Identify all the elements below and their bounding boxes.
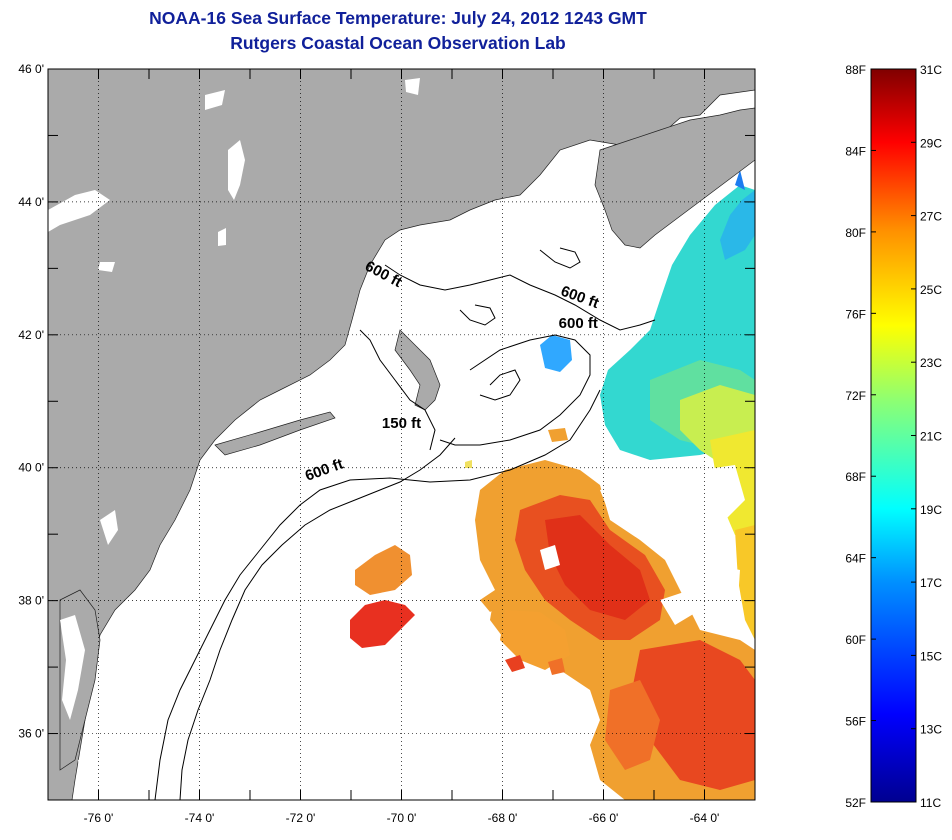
colorbar-celsius-labels: 31C 29C 27C 25C 23C 21C 19C 17C 15C 13C 11C xyxy=(911,63,942,810)
colorbar-fahrenheit-labels: 88F 84F 80F 76F 72F 68F 64F 60F 56F 52F xyxy=(845,63,876,810)
colorbar-c-label: 29C xyxy=(920,136,942,150)
contour-label: 150 ft xyxy=(382,415,421,432)
contour-600ft-outer xyxy=(154,389,601,800)
longitude-labels: -76 0' -74 0' -72 0' -70 0' -68 0' -66 0' -64 … xyxy=(84,811,720,825)
lat-tick-label: 36 0' xyxy=(18,727,44,741)
colorbar-c-label: 23C xyxy=(920,356,942,370)
lat-tick-label: 44 0' xyxy=(18,195,44,209)
title-line-2: Rutgers Coastal Ocean Observation Lab xyxy=(230,33,566,53)
colorbar-f-label: 52F xyxy=(845,796,866,810)
latitude-labels: 46 0' 44 0' 42 0' 40 0' 38 0' 36 0' xyxy=(18,62,44,741)
colorbar-f-label: 64F xyxy=(845,552,866,566)
colorbar-f-label: 80F xyxy=(845,226,866,240)
map-title: NOAA-16 Sea Surface Temperature: July 24… xyxy=(0,6,796,56)
colorbar-c-label: 15C xyxy=(920,649,942,663)
lat-tick-label: 46 0' xyxy=(18,62,44,76)
lon-tick-label: -68 0' xyxy=(488,811,518,825)
title-line-1: NOAA-16 Sea Surface Temperature: July 24… xyxy=(149,8,647,28)
lat-tick-label: 40 0' xyxy=(18,461,44,475)
nova-scotia xyxy=(594,107,755,249)
colorbar-gradient xyxy=(870,68,917,803)
lon-tick-label: -66 0' xyxy=(589,811,619,825)
colorbar-f-label: 84F xyxy=(845,144,866,158)
colorbar-c-label: 31C xyxy=(920,63,942,77)
colorbar-f-label: 56F xyxy=(845,715,866,729)
bathymetry-contours xyxy=(154,247,656,800)
lon-tick-label: -74 0' xyxy=(185,811,215,825)
lon-tick-label: -64 0' xyxy=(690,811,720,825)
lon-tick-label: -70 0' xyxy=(387,811,417,825)
colorbar-c-label: 13C xyxy=(920,723,942,737)
lat-tick-label: 38 0' xyxy=(18,594,44,608)
sst-data-layer xyxy=(350,170,755,800)
colorbar-c-label: 25C xyxy=(920,283,942,297)
lat-tick-label: 42 0' xyxy=(18,328,44,342)
colorbar-c-label: 19C xyxy=(920,503,942,517)
colorbar-f-label: 76F xyxy=(845,307,866,321)
colorbar-f-label: 72F xyxy=(845,389,866,403)
tick-marks xyxy=(47,68,756,801)
long-island xyxy=(214,411,336,456)
colorbar-c-label: 17C xyxy=(920,576,942,590)
land-layer xyxy=(48,69,755,800)
lon-tick-label: -72 0' xyxy=(286,811,316,825)
colorbar: 88F 84F 80F 76F 72F 68F 64F 60F 56F 52F 31C 29C 27C… xyxy=(845,63,942,810)
colorbar-c-label: 11C xyxy=(920,796,941,810)
colorbar-c-label: 27C xyxy=(920,210,942,224)
colorbar-c-label: 21C xyxy=(920,430,942,444)
contour-label: 600 ft xyxy=(559,315,598,332)
map-frame xyxy=(47,68,756,801)
colorbar-f-label: 88F xyxy=(845,63,866,77)
contour-600ft-gom xyxy=(384,264,656,331)
inland-water xyxy=(48,78,420,795)
lon-tick-label: -76 0' xyxy=(84,811,114,825)
colorbar-f-label: 68F xyxy=(845,470,866,484)
contour-150ft xyxy=(179,437,456,800)
colorbar-f-label: 60F xyxy=(845,633,866,647)
contour-600ft-georges xyxy=(439,334,591,446)
